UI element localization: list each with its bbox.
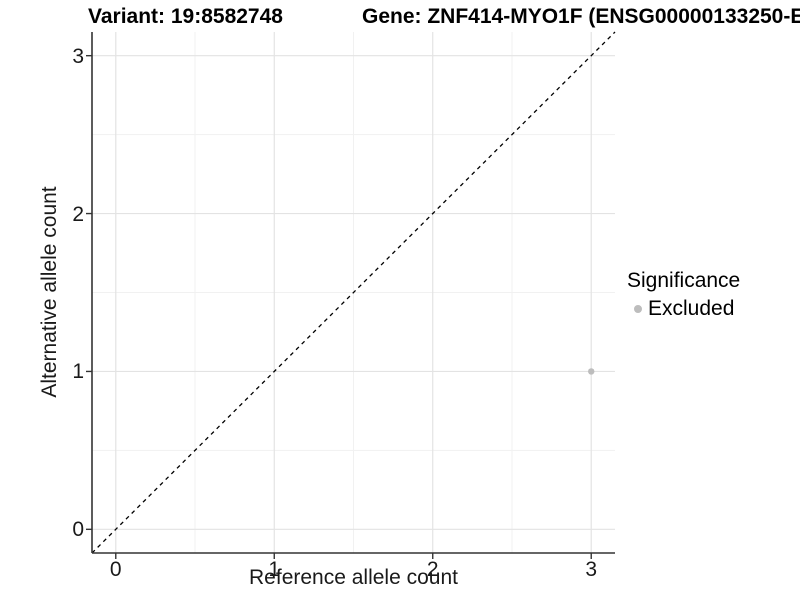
y-tick-label: 2 (72, 202, 84, 226)
legend: Significance Excluded (627, 268, 740, 321)
x-tick-label: 2 (426, 558, 439, 581)
legend-item-excluded: Excluded (627, 296, 740, 321)
x-axis-title: Reference allele count (249, 566, 458, 589)
x-tick-label: 1 (268, 558, 281, 581)
plot-title-variant: Variant: 19:8582748 (88, 5, 283, 28)
plot-title-gene: Gene: ZNF414-MYO1F (ENSG00000133250-ENS (362, 5, 800, 28)
x-tick-label: 3 (585, 558, 598, 581)
data-point (588, 368, 595, 375)
y-tick-label: 1 (72, 360, 84, 384)
legend-item-label: Excluded (648, 297, 735, 321)
legend-point-icon (634, 304, 642, 313)
y-tick-label: 3 (72, 44, 84, 68)
y-tick-label: 0 (72, 518, 84, 542)
legend-title: Significance (627, 269, 741, 292)
x-tick-label: 0 (109, 558, 122, 581)
identity-dashed-line (91, 31, 616, 554)
